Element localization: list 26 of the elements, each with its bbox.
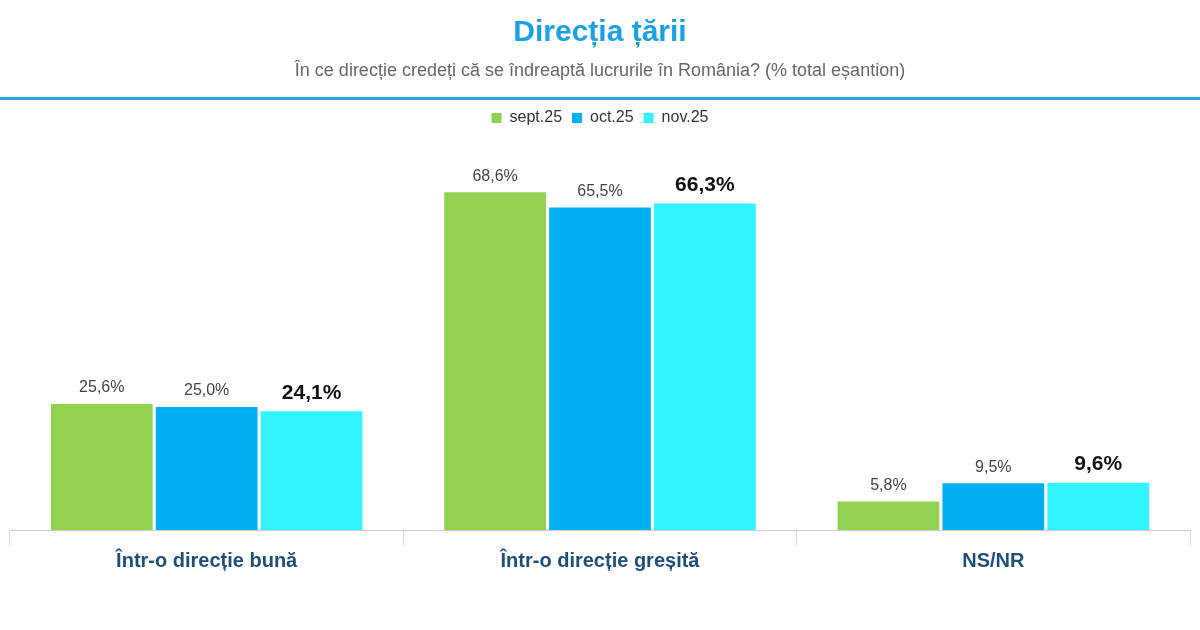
legend-label: nov.25 bbox=[661, 108, 709, 126]
bar bbox=[1047, 482, 1150, 530]
bar bbox=[444, 192, 546, 530]
data-label: 9,6% bbox=[1074, 451, 1123, 475]
data-label: 65,5% bbox=[577, 181, 623, 199]
bar bbox=[837, 501, 940, 530]
data-label: 25,6% bbox=[79, 378, 125, 396]
x-tick-label: Într-o direcție greșită bbox=[499, 547, 701, 571]
data-label: 25,0% bbox=[183, 381, 230, 399]
x-tick-label: Într-o direcție bună bbox=[115, 547, 299, 571]
legend-label: oct.25 bbox=[590, 108, 634, 126]
bar bbox=[260, 411, 363, 530]
bar bbox=[942, 483, 1045, 530]
data-label: 66,3% bbox=[675, 171, 735, 195]
bar bbox=[155, 406, 258, 530]
x-tick-label: NS/NR bbox=[962, 548, 1025, 571]
data-label: 9,5% bbox=[975, 457, 1012, 475]
bar bbox=[50, 403, 153, 530]
chart-subtitle: În ce direcție credeți că se îndreaptă lucrurile în România? (% total eșantion) bbox=[293, 60, 907, 81]
chart-title: Direcția țării bbox=[512, 14, 688, 48]
bar bbox=[654, 203, 756, 530]
bar bbox=[549, 207, 651, 530]
data-label: 24,1% bbox=[281, 379, 342, 403]
data-label: 68,6% bbox=[472, 166, 518, 184]
data-label: 5,8% bbox=[870, 475, 907, 493]
legend-label: sept.25 bbox=[509, 108, 563, 126]
